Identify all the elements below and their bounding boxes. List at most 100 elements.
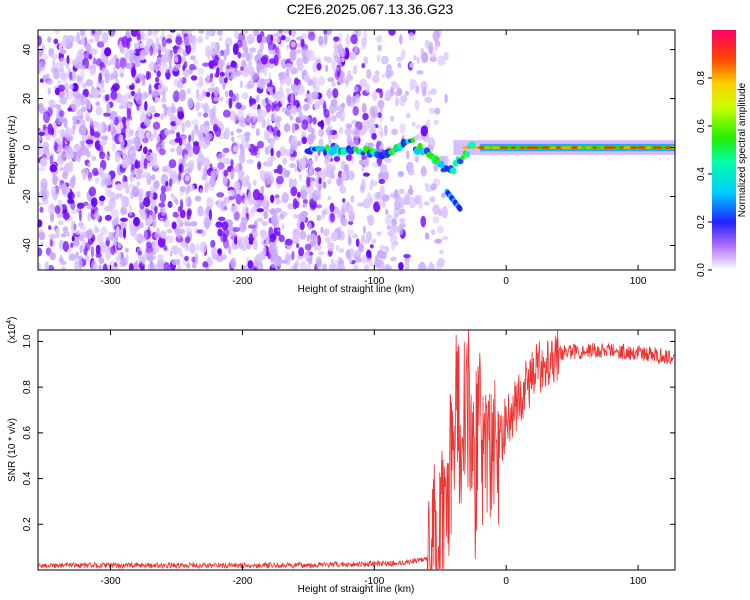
noise-blob	[287, 203, 294, 210]
noise-blob	[81, 82, 88, 89]
noise-blob	[404, 90, 410, 96]
noise-blob	[229, 74, 237, 80]
noise-blob	[345, 249, 351, 260]
noise-blob	[314, 167, 322, 172]
carrier-hotspot	[592, 146, 597, 149]
noise-blob	[153, 112, 161, 118]
noise-blob	[90, 245, 95, 258]
noise-blob	[197, 68, 205, 75]
noise-blob	[62, 212, 70, 220]
noise-blob	[203, 157, 211, 169]
noise-blob	[270, 111, 278, 122]
noise-blob	[196, 243, 200, 252]
noise-blob	[126, 139, 133, 146]
noise-blob	[138, 194, 144, 204]
noise-blob	[265, 97, 269, 104]
noise-blob	[210, 169, 218, 180]
noise-blob	[256, 34, 262, 44]
noise-blob	[293, 213, 298, 219]
carrier-hotspot	[645, 146, 652, 149]
noise-blob	[230, 131, 234, 136]
noise-blob	[91, 167, 99, 177]
noise-blob	[216, 66, 220, 78]
noise-blob	[136, 168, 144, 175]
noise-blob	[49, 155, 54, 165]
noise-blob	[243, 238, 250, 245]
noise-blob	[363, 238, 371, 245]
noise-blob	[350, 251, 356, 257]
noise-blob	[227, 66, 234, 73]
noise-blob	[285, 68, 290, 78]
noise-blob	[160, 97, 167, 103]
noise-blob	[120, 206, 128, 216]
noise-blob	[38, 202, 43, 207]
y-tick-label: 0.6	[22, 425, 33, 439]
noise-blob	[359, 184, 365, 194]
noise-blob	[340, 102, 346, 108]
noise-blob	[354, 256, 363, 263]
noise-blob	[230, 257, 237, 269]
noise-blob	[61, 182, 67, 195]
noise-blob	[427, 90, 432, 96]
noise-blob	[67, 191, 75, 200]
noise-blob	[356, 30, 362, 38]
noise-blob	[247, 39, 253, 45]
noise-blob	[322, 166, 331, 178]
noise-blob	[324, 33, 328, 45]
noise-blob	[284, 36, 291, 43]
noise-blob	[335, 244, 340, 252]
colorbar-tick-label: 0.2	[696, 215, 707, 229]
noise-blob	[129, 129, 135, 137]
noise-blob	[186, 262, 191, 269]
noise-blob	[298, 173, 303, 181]
noise-blob	[131, 185, 140, 198]
noise-blob	[296, 57, 303, 67]
noise-blob	[63, 118, 68, 128]
noise-blob	[133, 216, 140, 227]
noise-blob	[341, 57, 345, 63]
noise-blob	[258, 78, 266, 90]
noise-blob	[428, 107, 435, 115]
noise-blob	[218, 36, 223, 42]
noise-blob	[281, 107, 288, 113]
noise-blob	[184, 255, 189, 262]
noise-blob	[236, 134, 245, 139]
noise-blob	[179, 185, 187, 193]
noise-blob	[38, 247, 43, 257]
noise-blob	[58, 183, 63, 190]
noise-blob	[269, 233, 276, 243]
noise-blob	[204, 132, 210, 144]
noise-blob	[117, 252, 122, 260]
noise-blob	[134, 160, 141, 169]
noise-blob	[180, 158, 186, 164]
noise-blob	[369, 244, 374, 249]
noise-blob	[354, 43, 358, 53]
noise-blob	[159, 191, 167, 203]
noise-blob	[139, 49, 148, 56]
noise-blob	[66, 34, 74, 43]
noise-blob	[52, 59, 56, 67]
noise-blob	[169, 147, 176, 153]
noise-blob	[231, 136, 235, 143]
noise-blob	[286, 110, 291, 117]
noise-blob	[438, 209, 443, 217]
noise-blob	[273, 37, 281, 44]
noise-blob	[174, 227, 180, 235]
noise-blob	[246, 159, 254, 164]
noise-blob	[289, 163, 297, 169]
noise-blob	[384, 158, 392, 163]
noise-blob	[190, 75, 198, 81]
noise-blob	[332, 88, 339, 99]
noise-blob	[424, 232, 430, 240]
noise-blob	[366, 192, 372, 203]
noise-blob	[255, 94, 260, 103]
noise-blob	[201, 229, 207, 237]
carrier-hotspot	[560, 146, 570, 149]
noise-blob	[99, 140, 108, 146]
noise-blob	[95, 106, 103, 116]
noise-blob	[182, 69, 190, 78]
secondary-branch-blob	[457, 205, 463, 212]
noise-blob	[52, 191, 59, 201]
noise-blob	[143, 229, 148, 241]
noise-blob	[209, 186, 214, 192]
